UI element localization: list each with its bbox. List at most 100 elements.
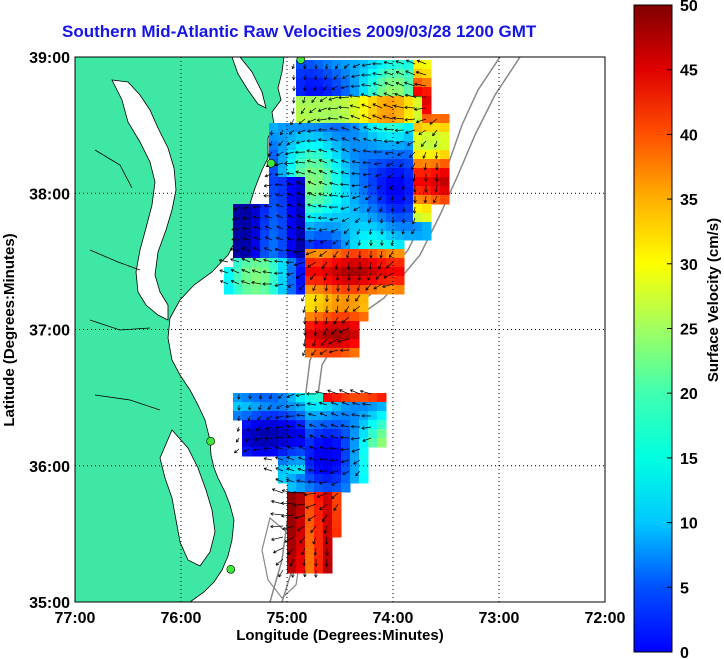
velocity-cell: [287, 429, 297, 439]
velocity-cell: [242, 231, 252, 241]
velocity-cell: [305, 204, 315, 214]
velocity-cell: [332, 159, 342, 169]
velocity-arrow: [350, 389, 361, 395]
velocity-cell: [323, 393, 333, 403]
velocity-arrowhead: [376, 185, 381, 189]
velocity-cell: [350, 132, 360, 142]
velocity-arrow: [372, 103, 383, 109]
velocity-cell: [341, 204, 351, 214]
velocity-arrow: [407, 140, 416, 146]
velocity-arrow: [253, 247, 262, 252]
velocity-arrowhead: [330, 412, 335, 416]
velocity-arrowhead: [284, 539, 288, 543]
velocity-cell: [287, 456, 297, 466]
velocity-cell: [314, 186, 324, 196]
velocity-arrowhead: [329, 181, 333, 186]
velocity-cell: [296, 222, 306, 232]
velocity-arrowhead: [307, 264, 311, 268]
velocity-arrowhead: [372, 62, 376, 66]
velocity-arrow: [312, 338, 317, 347]
velocity-arrow: [310, 272, 317, 280]
velocity-arrow: [282, 525, 295, 530]
velocity-cell: [287, 123, 297, 133]
velocity-arrow: [413, 173, 416, 182]
velocity-cell: [323, 249, 333, 259]
velocity-arrow: [285, 249, 295, 252]
velocity-arrowhead: [276, 405, 280, 409]
velocity-cell: [368, 204, 378, 214]
velocity-arrow: [325, 316, 328, 325]
velocity-cell: [395, 69, 405, 79]
velocity-cell: [377, 267, 387, 277]
velocity-cell: [278, 447, 288, 457]
velocity-arrow: [264, 215, 273, 219]
velocity-arrow: [292, 569, 295, 578]
velocity-arrowhead: [368, 266, 372, 270]
velocity-cell: [305, 312, 315, 322]
velocity-arrow: [270, 513, 284, 516]
velocity-cell: [359, 114, 369, 124]
velocity-cell: [278, 429, 288, 439]
velocity-cell: [269, 285, 279, 295]
velocity-cell: [350, 330, 360, 340]
velocity-arrow: [254, 437, 262, 441]
velocity-cell: [278, 402, 288, 412]
velocity-cell: [359, 447, 369, 457]
velocity-arrowhead: [307, 180, 312, 185]
velocity-arrowhead: [263, 204, 268, 208]
velocity-cell: [323, 285, 333, 295]
velocity-arrow: [219, 259, 229, 263]
velocity-arrowhead: [395, 70, 400, 75]
velocity-cell: [341, 231, 351, 241]
velocity-arrowhead: [328, 193, 333, 197]
velocity-cell: [395, 195, 405, 205]
velocity-arrowhead: [341, 159, 345, 163]
velocity-cell: [251, 420, 261, 430]
velocity-cell: [305, 456, 315, 466]
velocity-arrowhead: [327, 107, 331, 111]
velocity-cell: [377, 276, 387, 286]
velocity-cell: [296, 114, 306, 124]
velocity-arrowhead: [272, 488, 276, 492]
velocity-arrow: [369, 261, 372, 270]
velocity-arrowhead: [368, 220, 372, 224]
velocity-cell: [341, 213, 351, 223]
velocity-arrow: [249, 404, 251, 411]
velocity-cell: [323, 78, 333, 88]
velocity-arrow: [385, 151, 394, 155]
y-axis-label: Latitude (Degrees:Minutes): [1, 233, 18, 426]
velocity-cell: [314, 321, 324, 331]
velocity-arrowhead: [340, 435, 344, 440]
velocity-arrowhead: [423, 199, 428, 204]
velocity-arrow: [303, 558, 306, 566]
velocity-arrowhead: [241, 247, 245, 251]
velocity-cell: [440, 159, 450, 169]
velocity-cell: [422, 231, 432, 241]
velocity-cell: [305, 303, 315, 313]
velocity-cell: [440, 123, 450, 133]
velocity-arrowhead: [380, 231, 384, 235]
velocity-arrow: [275, 457, 284, 461]
velocity-arrow: [264, 225, 273, 230]
velocity-arrowhead: [298, 286, 303, 291]
velocity-cell: [395, 240, 405, 250]
velocity-arrow: [349, 95, 361, 98]
velocity-arrowhead: [291, 574, 295, 578]
velocity-cell: [314, 339, 324, 349]
velocity-arrow: [310, 525, 317, 533]
velocity-arrowhead: [230, 258, 234, 262]
velocity-arrow: [339, 116, 350, 120]
velocity-arrowhead: [388, 254, 393, 258]
velocity-cell: [323, 465, 333, 475]
velocity-cell: [260, 402, 270, 412]
velocity-arrowhead: [253, 225, 257, 230]
velocity-arrow: [380, 250, 383, 259]
velocity-arrowhead: [308, 468, 312, 472]
velocity-cell: [296, 564, 306, 574]
velocity-arrow: [406, 59, 416, 65]
velocity-cell: [287, 222, 297, 232]
velocity-cell: [296, 420, 306, 430]
velocity-arrow: [242, 237, 251, 241]
velocity-cell: [278, 123, 288, 133]
velocity-cell: [395, 60, 405, 70]
